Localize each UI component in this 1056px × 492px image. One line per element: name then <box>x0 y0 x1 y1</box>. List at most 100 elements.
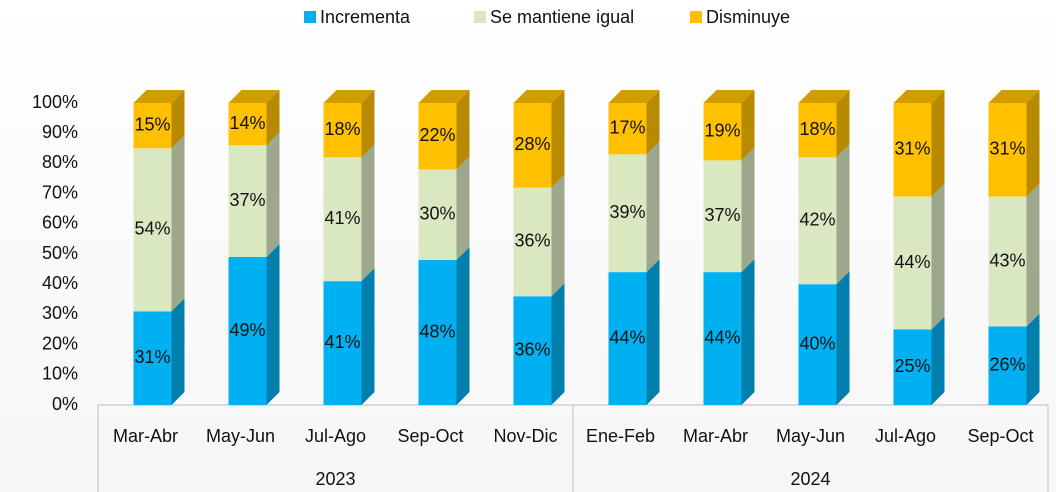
data-label: 37% <box>229 190 265 210</box>
y-tick-label: 80% <box>42 152 78 172</box>
data-label: 18% <box>799 119 835 139</box>
y-tick-label: 0% <box>52 394 78 414</box>
bar-segment <box>988 326 1027 405</box>
y-tick-label: 30% <box>42 303 78 323</box>
bar-top <box>323 90 375 103</box>
bar-top <box>798 90 850 103</box>
bar-top <box>703 90 755 103</box>
bar-side <box>266 244 280 405</box>
y-tick-label: 50% <box>42 243 78 263</box>
data-label: 37% <box>704 205 740 225</box>
bar-side <box>361 268 375 405</box>
bar-side <box>266 90 280 146</box>
bar-segment <box>513 103 552 188</box>
data-label: 28% <box>514 134 550 154</box>
legend-label: Disminuye <box>706 7 790 27</box>
data-label: 40% <box>799 333 835 353</box>
bar-side <box>836 271 850 405</box>
bar-segment <box>228 103 267 146</box>
data-label: 41% <box>324 332 360 352</box>
bar-segment <box>893 103 932 197</box>
data-label: 25% <box>894 356 930 376</box>
bar-side <box>1026 90 1040 197</box>
bar-segment <box>703 272 742 405</box>
legend-swatch <box>474 11 486 23</box>
bar-side <box>551 90 565 188</box>
bar-segment <box>798 103 837 158</box>
data-label: 26% <box>989 354 1025 374</box>
x-tick-label: Nov-Dic <box>493 426 557 446</box>
data-label: 31% <box>894 139 930 159</box>
bar-top <box>513 90 565 103</box>
bar-side <box>456 156 470 261</box>
data-label: 41% <box>324 208 360 228</box>
x-tick-label: May-Jun <box>776 426 845 446</box>
bar-segment <box>703 103 742 161</box>
data-label: 17% <box>609 117 645 137</box>
data-label: 43% <box>989 250 1025 270</box>
data-label: 36% <box>514 231 550 251</box>
bar-side <box>931 183 945 330</box>
y-tick-label: 40% <box>42 273 78 293</box>
bar-side <box>171 298 185 405</box>
y-tick-label: 70% <box>42 182 78 202</box>
data-label: 44% <box>704 327 740 347</box>
bar-side <box>741 90 755 161</box>
bar-side <box>741 259 755 405</box>
bar-segment <box>798 284 837 405</box>
bar-segment <box>323 281 362 405</box>
bar-top <box>893 90 945 103</box>
x-group-label: 2024 <box>790 469 830 489</box>
bar-side <box>646 90 660 155</box>
bar-side <box>646 259 660 405</box>
data-label: 39% <box>609 202 645 222</box>
data-label: 18% <box>324 119 360 139</box>
bar-top <box>608 90 660 103</box>
legend-swatch <box>304 11 316 23</box>
legend-swatch <box>690 11 702 23</box>
data-label: 31% <box>134 347 170 367</box>
data-label: 31% <box>989 139 1025 159</box>
data-label: 48% <box>419 321 455 341</box>
bar-top <box>988 90 1040 103</box>
x-tick-label: Mar-Abr <box>113 426 178 446</box>
bar-segment <box>608 272 647 405</box>
data-label: 54% <box>134 219 170 239</box>
data-label: 49% <box>229 320 265 340</box>
bar-segment <box>323 157 362 282</box>
bar-segment <box>608 103 647 155</box>
bar-side <box>456 90 470 170</box>
data-label: 36% <box>514 339 550 359</box>
x-tick-label: Sep-Oct <box>967 426 1033 446</box>
x-tick-label: Ene-Feb <box>586 426 655 446</box>
bar-segment <box>893 329 932 405</box>
bar-segment <box>133 148 172 312</box>
bar-segment <box>703 160 742 273</box>
data-label: 15% <box>134 114 170 134</box>
bar-segment <box>608 154 647 273</box>
data-label: 44% <box>894 252 930 272</box>
data-label: 44% <box>609 327 645 347</box>
bar-segment <box>323 103 362 158</box>
y-tick-label: 20% <box>42 333 78 353</box>
bar-segment <box>228 145 267 258</box>
bar-side <box>456 247 470 405</box>
bar-segment <box>418 103 457 170</box>
bar-side <box>836 144 850 285</box>
bar-side <box>551 283 565 405</box>
bar-segment <box>418 260 457 405</box>
bar-side <box>171 135 185 312</box>
legend-label: Incrementa <box>320 7 411 27</box>
bar-top <box>133 90 185 103</box>
x-tick-label: Jul-Ago <box>875 426 936 446</box>
bar-side <box>1026 313 1040 405</box>
bar-side <box>171 90 185 149</box>
bar-side <box>646 141 660 273</box>
bar-top <box>418 90 470 103</box>
x-tick-label: Jul-Ago <box>305 426 366 446</box>
y-tick-label: 10% <box>42 364 78 384</box>
data-label: 19% <box>704 120 740 140</box>
bar-segment <box>133 103 172 149</box>
x-tick-label: Mar-Abr <box>683 426 748 446</box>
y-tick-label: 90% <box>42 122 78 142</box>
